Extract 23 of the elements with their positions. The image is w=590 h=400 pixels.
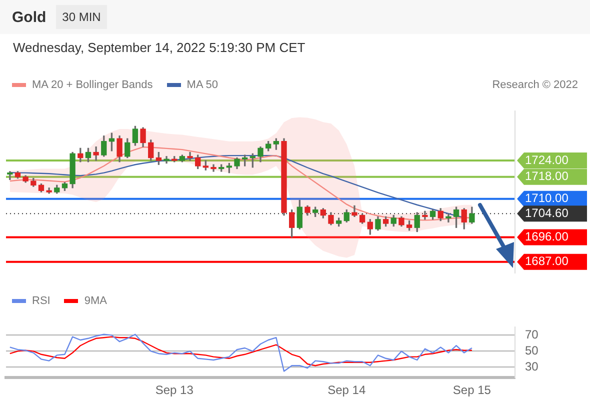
candlestick: [446, 214, 452, 222]
legend-label: MA 50: [186, 79, 218, 91]
y-tick-label: 30: [525, 360, 539, 374]
chart-title: Gold: [12, 8, 46, 26]
y-tick-label: 1687.00: [525, 254, 569, 268]
y-tick-label: 70: [525, 328, 539, 342]
y-tick-label: 1696.00: [525, 230, 569, 244]
y-tick-label: 1718.00: [525, 169, 569, 184]
chart-subtitle: Wednesday, September 14, 2022 5:19:30 PM CET: [12, 39, 306, 57]
x-tick-label: Sep 15: [452, 383, 492, 398]
x-tick-label: Sep 13: [155, 383, 194, 398]
legend-label: 9MA: [84, 295, 107, 307]
y-tick-label: 1724.00: [525, 152, 569, 167]
text: Research © 2022: [492, 79, 578, 91]
y-tick-label: 1710.00: [525, 191, 569, 206]
y-tick-label: 1704.60: [525, 206, 569, 220]
candlestick: [93, 146, 99, 161]
legend-label: RSI: [32, 295, 50, 307]
legend-label: MA 20 + Bollinger Bands: [32, 79, 153, 91]
y-tick-label: 50: [525, 344, 539, 358]
text: 30 MIN: [56, 5, 107, 29]
x-tick-label: Sep 14: [328, 383, 366, 398]
candlestick: [187, 152, 193, 161]
